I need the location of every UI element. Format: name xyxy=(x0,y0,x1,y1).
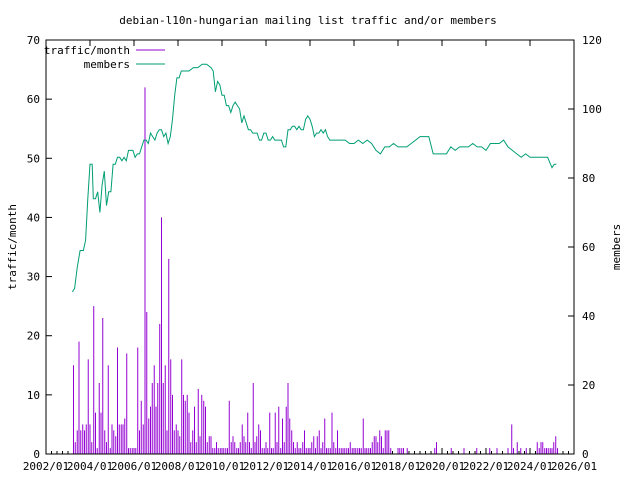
x-tick-label: 2024/01 xyxy=(507,460,553,473)
x-tick-label: 2006/01 xyxy=(111,460,157,473)
y-right-tick-label: 80 xyxy=(582,172,595,185)
x-tick-label: 2018/01 xyxy=(375,460,421,473)
x-tick-label: 2016/01 xyxy=(331,460,377,473)
x-tick-label: 2012/01 xyxy=(243,460,289,473)
chart-title: debian-l10n-hungarian mailing list traff… xyxy=(119,14,497,27)
y-right-tick-label: 120 xyxy=(582,34,602,47)
y-left-tick-label: 40 xyxy=(27,211,40,224)
y-axis-left-labels: 0 10 20 30 40 50 60 70 xyxy=(27,34,40,461)
y-axis-right-labels: 0 20 40 60 80 100 120 xyxy=(582,34,602,461)
y-right-tick-label: 0 xyxy=(582,448,589,461)
x-tick-label: 2022/01 xyxy=(463,460,509,473)
y-left-tick-label: 0 xyxy=(33,448,40,461)
y-left-tick-label: 30 xyxy=(27,271,40,284)
legend-label-members: members xyxy=(84,58,130,71)
legend: traffic/month members xyxy=(44,44,165,71)
y-left-tick-label: 60 xyxy=(27,93,40,106)
x-tick-label: 2026/01 xyxy=(551,460,597,473)
plot-border xyxy=(45,39,575,455)
legend-label-traffic: traffic/month xyxy=(44,44,130,57)
y-axis-right-title: members xyxy=(610,224,623,270)
x-axis-labels: 2002/012004/012006/012008/012010/012012/… xyxy=(23,460,597,473)
traffic-series xyxy=(73,87,558,454)
y-axis-left-title: traffic/month xyxy=(6,204,19,290)
y-left-tick-label: 50 xyxy=(27,152,40,165)
x-tick-label: 2020/01 xyxy=(419,460,465,473)
x-tick-label: 2002/01 xyxy=(23,460,69,473)
y-left-tick-label: 10 xyxy=(27,389,40,402)
y-right-tick-label: 100 xyxy=(582,103,602,116)
x-tick-label: 2008/01 xyxy=(155,460,201,473)
y-right-tick-label: 20 xyxy=(582,379,595,392)
members-series-line xyxy=(71,63,557,293)
x-tick-label: 2010/01 xyxy=(199,460,245,473)
y-right-tick-label: 60 xyxy=(582,241,595,254)
x-tick-label: 2004/01 xyxy=(67,460,113,473)
x-tick-label: 2014/01 xyxy=(287,460,333,473)
y-right-tick-label: 40 xyxy=(582,310,595,323)
y-left-tick-label: 20 xyxy=(27,330,40,343)
y-left-tick-label: 70 xyxy=(27,34,40,47)
axis-ticks xyxy=(45,39,575,455)
